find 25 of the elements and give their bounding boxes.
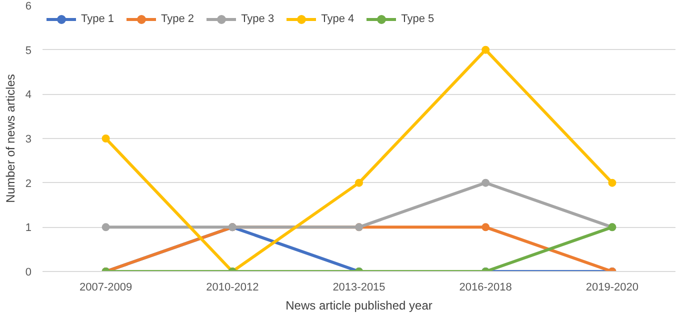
legend-label: Type 4 <box>321 13 354 25</box>
y-tick-label: 2 <box>25 178 32 190</box>
x-tick-label: 2013-2015 <box>332 282 386 294</box>
legend-label: Type 3 <box>241 13 274 25</box>
x-axis-title: News article published year <box>286 298 432 312</box>
point <box>482 178 490 187</box>
point <box>102 223 110 232</box>
y-tick-label: 5 <box>25 44 32 57</box>
point <box>608 178 616 187</box>
x-tick-label: 2019-2020 <box>586 282 639 294</box>
y-tick-label: 1 <box>25 222 32 234</box>
legend-label: Type 1 <box>81 13 114 25</box>
x-tick-label: 2010-2012 <box>206 282 259 294</box>
point <box>102 134 110 142</box>
x-tick-label: 2016-2018 <box>459 282 512 294</box>
y-axis-title: Number of news articles <box>3 74 18 203</box>
point <box>355 178 363 187</box>
y-tick-label: 4 <box>25 89 32 102</box>
y-tick-label: 0 <box>25 266 32 278</box>
y-tick-label: 3 <box>25 134 32 146</box>
legend-label: Type 5 <box>401 13 434 25</box>
point <box>482 223 490 232</box>
y-tick-label: 6 <box>25 0 32 12</box>
legend-label: Type 2 <box>161 13 194 25</box>
x-tick-label: 2007-2009 <box>80 282 132 294</box>
